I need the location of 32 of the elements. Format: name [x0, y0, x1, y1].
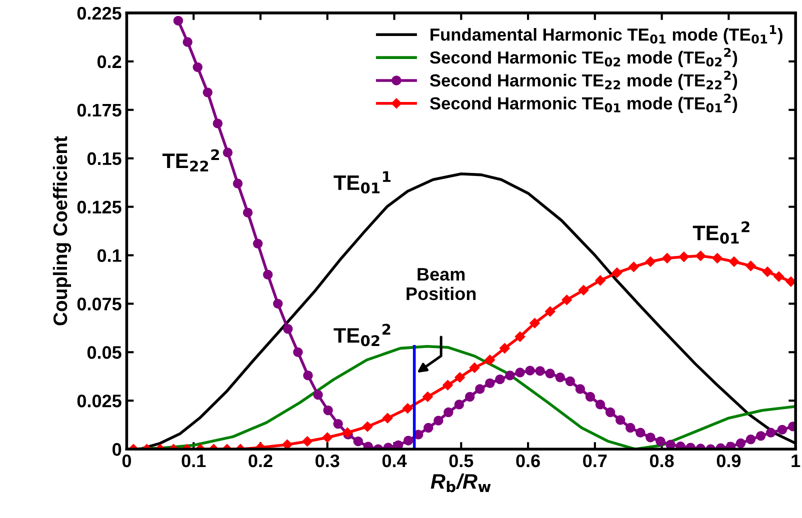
y-tick-label: 0.025 — [77, 394, 122, 408]
x-tick-label: 0 — [122, 454, 131, 468]
x-tick-label: 0.3 — [316, 454, 340, 468]
x-tick-label: 0.2 — [248, 454, 272, 468]
legend-label: Second Harmonic TE$_{22}$ mode (TE$_{22}$$^{2}$) — [430, 70, 738, 90]
annotation: Beam Position — [406, 268, 476, 300]
annotation: TE$_{01}$$^{1}$ — [334, 171, 390, 194]
y-tick-label: 0.075 — [77, 298, 122, 310]
x-tick-label: 0.7 — [583, 454, 607, 468]
y-tick-label: 0.05 — [87, 346, 122, 359]
x-tick-label: 0.5 — [449, 454, 474, 468]
y-tick-label: 0.125 — [77, 200, 122, 214]
y-axis-title: Coupling Coefficient — [52, 136, 72, 326]
annotation: TE$_{22}$$^{2}$ — [162, 149, 219, 172]
y-tick-label: 0 — [112, 443, 122, 456]
annotation: TE$_{01}$$^{2}$ — [692, 221, 750, 244]
x-tick-label: 1 — [792, 454, 800, 468]
x-tick-label: 0.1 — [182, 454, 206, 468]
y-tick-label: 0.15 — [87, 152, 122, 166]
y-tick-label: 0.175 — [77, 104, 122, 117]
x-tick-label: 0.4 — [382, 454, 407, 468]
x-tick-label: 0.9 — [716, 454, 741, 468]
x-tick-label: 0.6 — [516, 454, 540, 468]
legend-label: Fundamental Harmonic TE$_{01}$ mode (TE$_{01}$$^{1}$) — [430, 25, 782, 44]
legend-label: Second Harmonic TE$_{01}$ mode (TE$_{01}$$^{2}$) — [430, 94, 738, 113]
y-tick-label: 0.1 — [97, 249, 122, 262]
y-tick-label: 0.2 — [97, 55, 122, 68]
x-axis-title: R$_{b}$/R$_{w}$ — [430, 473, 491, 492]
legend-label: Second Harmonic TE$_{02}$ mode (TE$_{02}$$^{2}$) — [430, 48, 738, 68]
x-tick-label: 0.8 — [650, 454, 674, 468]
annotation: TE$_{02}$$^{2}$ — [334, 324, 390, 346]
y-tick-label: 0.225 — [77, 6, 122, 20]
